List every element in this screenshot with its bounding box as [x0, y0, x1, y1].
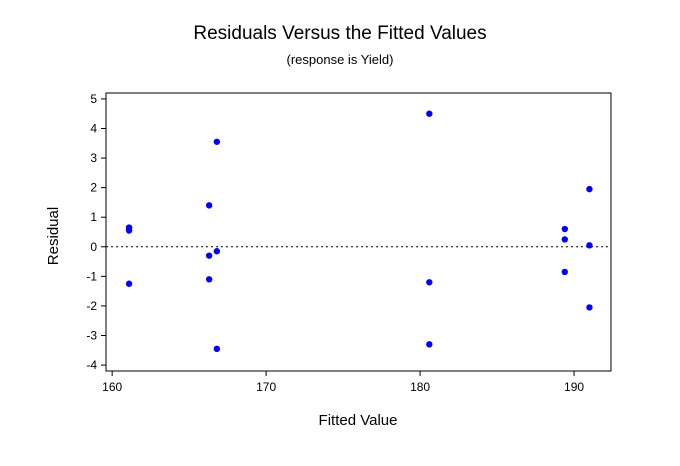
data-point — [586, 185, 593, 193]
y-tick-label: 3 — [90, 151, 97, 165]
y-tick-label: 5 — [90, 92, 97, 106]
x-tick-label: 170 — [256, 380, 276, 394]
x-tick-label: 190 — [564, 380, 584, 394]
x-axis: 160 170 180 190 — [102, 371, 584, 394]
data-point — [125, 280, 133, 287]
y-tick-label: -1 — [86, 269, 97, 283]
y-tick-label: -4 — [86, 358, 97, 372]
data-point — [213, 138, 221, 145]
plot-frame — [105, 92, 612, 372]
y-tick-label: -2 — [86, 299, 97, 313]
chart-title: Residuals Versus the Fitted Values — [193, 23, 486, 44]
y-axis-label: Residual — [45, 207, 62, 265]
data-point — [426, 341, 433, 348]
y-tick-label: -3 — [86, 329, 97, 343]
data-point — [561, 225, 569, 233]
data-point — [561, 236, 569, 243]
y-axis: -4 -3 -2 -1 0 1 2 3 4 5 — [86, 92, 106, 372]
y-tick-label: 0 — [90, 240, 97, 254]
x-axis-label: Fitted Value — [319, 412, 398, 429]
y-tick-label: 1 — [90, 210, 97, 224]
x-tick-label: 180 — [410, 380, 430, 394]
data-point — [205, 202, 213, 209]
y-tick-label: 2 — [90, 181, 97, 195]
x-tick-label: 160 — [102, 380, 122, 394]
data-points — [125, 110, 593, 353]
y-tick-label: 4 — [90, 121, 97, 135]
data-point — [205, 252, 213, 259]
data-point — [586, 304, 593, 311]
data-point — [205, 276, 213, 283]
chart-subtitle: (response is Yield) — [287, 52, 394, 67]
data-point — [426, 279, 433, 286]
data-point — [213, 248, 221, 255]
data-point — [125, 227, 133, 234]
data-point — [561, 268, 569, 276]
data-point — [426, 110, 433, 117]
data-point — [213, 345, 221, 353]
data-point — [586, 242, 593, 249]
